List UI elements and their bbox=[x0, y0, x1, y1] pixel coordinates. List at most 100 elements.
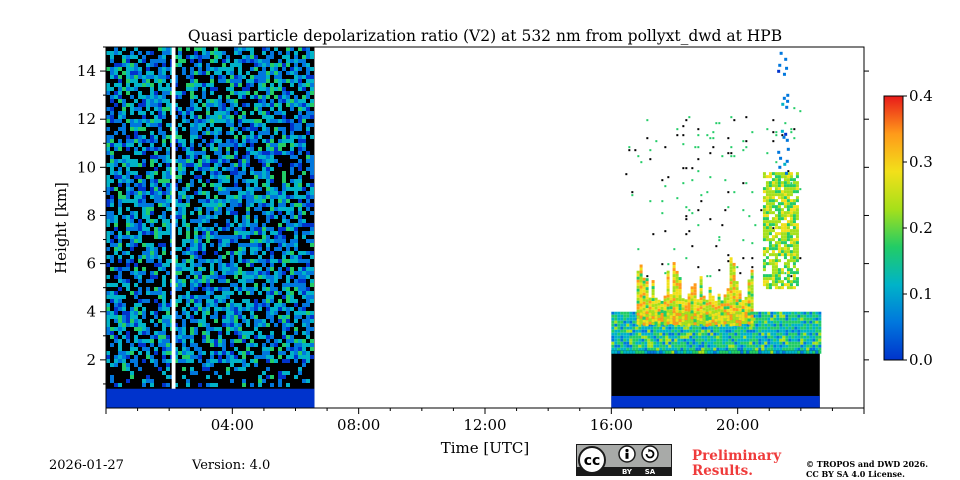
depol-cell bbox=[126, 259, 130, 263]
depol-cell bbox=[222, 75, 226, 79]
depol-cell bbox=[779, 341, 783, 345]
depol-cell bbox=[762, 253, 766, 257]
depol-cell bbox=[735, 293, 739, 297]
depol-cell bbox=[226, 295, 230, 299]
depol-cell bbox=[675, 285, 679, 289]
depol-cell bbox=[740, 347, 744, 351]
depol-cell bbox=[750, 302, 754, 306]
depol-cell bbox=[138, 179, 142, 183]
depol-cell bbox=[238, 159, 242, 163]
depol-cell bbox=[770, 329, 774, 333]
depol-cell bbox=[114, 283, 118, 287]
depol-cell bbox=[258, 355, 262, 359]
depol-cell bbox=[771, 190, 775, 194]
depol-cell bbox=[122, 279, 126, 283]
depol-cell bbox=[186, 119, 190, 123]
depol-cell bbox=[166, 335, 170, 339]
depol-cell bbox=[666, 306, 670, 310]
depol-cell bbox=[110, 311, 114, 315]
depol-cell bbox=[186, 159, 190, 163]
depol-cell bbox=[792, 178, 796, 182]
depol-cell bbox=[302, 355, 306, 359]
depol-cell bbox=[780, 190, 784, 194]
depol-cell bbox=[639, 288, 643, 292]
depol-cell bbox=[635, 350, 639, 354]
depol-cell bbox=[134, 263, 138, 267]
depol-cell bbox=[198, 255, 202, 259]
depol-cell bbox=[146, 219, 150, 223]
depol-cell bbox=[776, 329, 780, 333]
depol-cell bbox=[290, 255, 294, 259]
depol-cell bbox=[110, 143, 114, 147]
depol-cell bbox=[298, 207, 302, 211]
depol-cell bbox=[786, 208, 790, 212]
depol-cell bbox=[246, 47, 250, 51]
depol-cell bbox=[302, 343, 306, 347]
depol-cell bbox=[768, 253, 772, 257]
depol-cell bbox=[294, 315, 298, 319]
depol-cell bbox=[126, 311, 130, 315]
depol-cell bbox=[294, 179, 298, 183]
depol-cell bbox=[126, 235, 130, 239]
depol-cell bbox=[238, 327, 242, 331]
depol-cell bbox=[238, 95, 242, 99]
depol-cell bbox=[214, 139, 218, 143]
depol-cell bbox=[186, 147, 190, 151]
depol-cell bbox=[162, 303, 166, 307]
depol-cell bbox=[785, 311, 789, 315]
depol-cell bbox=[686, 344, 690, 348]
depol-cell bbox=[737, 338, 741, 342]
depol-cell bbox=[685, 233, 688, 236]
depol-cell bbox=[741, 309, 745, 313]
depol-cell bbox=[226, 191, 230, 195]
depol-cell bbox=[812, 323, 816, 327]
depol-cell bbox=[728, 326, 732, 330]
depol-cell bbox=[210, 131, 214, 135]
depol-cell bbox=[727, 206, 730, 209]
depol-cell bbox=[783, 184, 787, 188]
depol-cell bbox=[238, 191, 242, 195]
depol-cell bbox=[302, 95, 306, 99]
depol-cell bbox=[298, 167, 302, 171]
depol-cell bbox=[114, 319, 118, 323]
depol-cell bbox=[178, 55, 182, 59]
depol-cell bbox=[154, 63, 158, 67]
depol-cell bbox=[776, 335, 780, 339]
depol-cell bbox=[306, 203, 310, 207]
depol-cell bbox=[126, 91, 130, 95]
depol-cell bbox=[190, 343, 194, 347]
depol-cell bbox=[254, 343, 258, 347]
depol-cell bbox=[750, 278, 754, 282]
depol-cell bbox=[632, 350, 636, 354]
depol-cell bbox=[158, 235, 162, 239]
depol-cell bbox=[146, 255, 150, 259]
depol-cell bbox=[687, 317, 691, 321]
depol-cell bbox=[290, 59, 294, 63]
depol-cell bbox=[134, 107, 138, 111]
depol-cell bbox=[190, 71, 194, 75]
depol-cell bbox=[218, 99, 222, 103]
depol-cell bbox=[110, 99, 114, 103]
depol-cell bbox=[262, 151, 266, 155]
depol-cell bbox=[739, 272, 742, 275]
depol-cell bbox=[214, 207, 218, 211]
depol-cell bbox=[282, 199, 286, 203]
depol-cell bbox=[114, 119, 118, 123]
depol-cell bbox=[130, 235, 134, 239]
depol-cell bbox=[792, 220, 796, 224]
depol-cell bbox=[230, 99, 234, 103]
depol-cell bbox=[238, 115, 242, 119]
depol-cell bbox=[106, 255, 110, 259]
depol-cell bbox=[666, 318, 670, 322]
depol-cell bbox=[664, 185, 667, 188]
depol-cell bbox=[777, 244, 781, 248]
depol-cell bbox=[246, 195, 250, 199]
depol-cell bbox=[166, 323, 170, 327]
depol-cell bbox=[771, 280, 775, 284]
depol-cell bbox=[768, 184, 772, 188]
depol-cell bbox=[190, 283, 194, 287]
depol-cell bbox=[690, 304, 694, 308]
depol-cell bbox=[302, 295, 306, 299]
depol-cell bbox=[785, 335, 789, 339]
depol-cell bbox=[126, 171, 130, 175]
